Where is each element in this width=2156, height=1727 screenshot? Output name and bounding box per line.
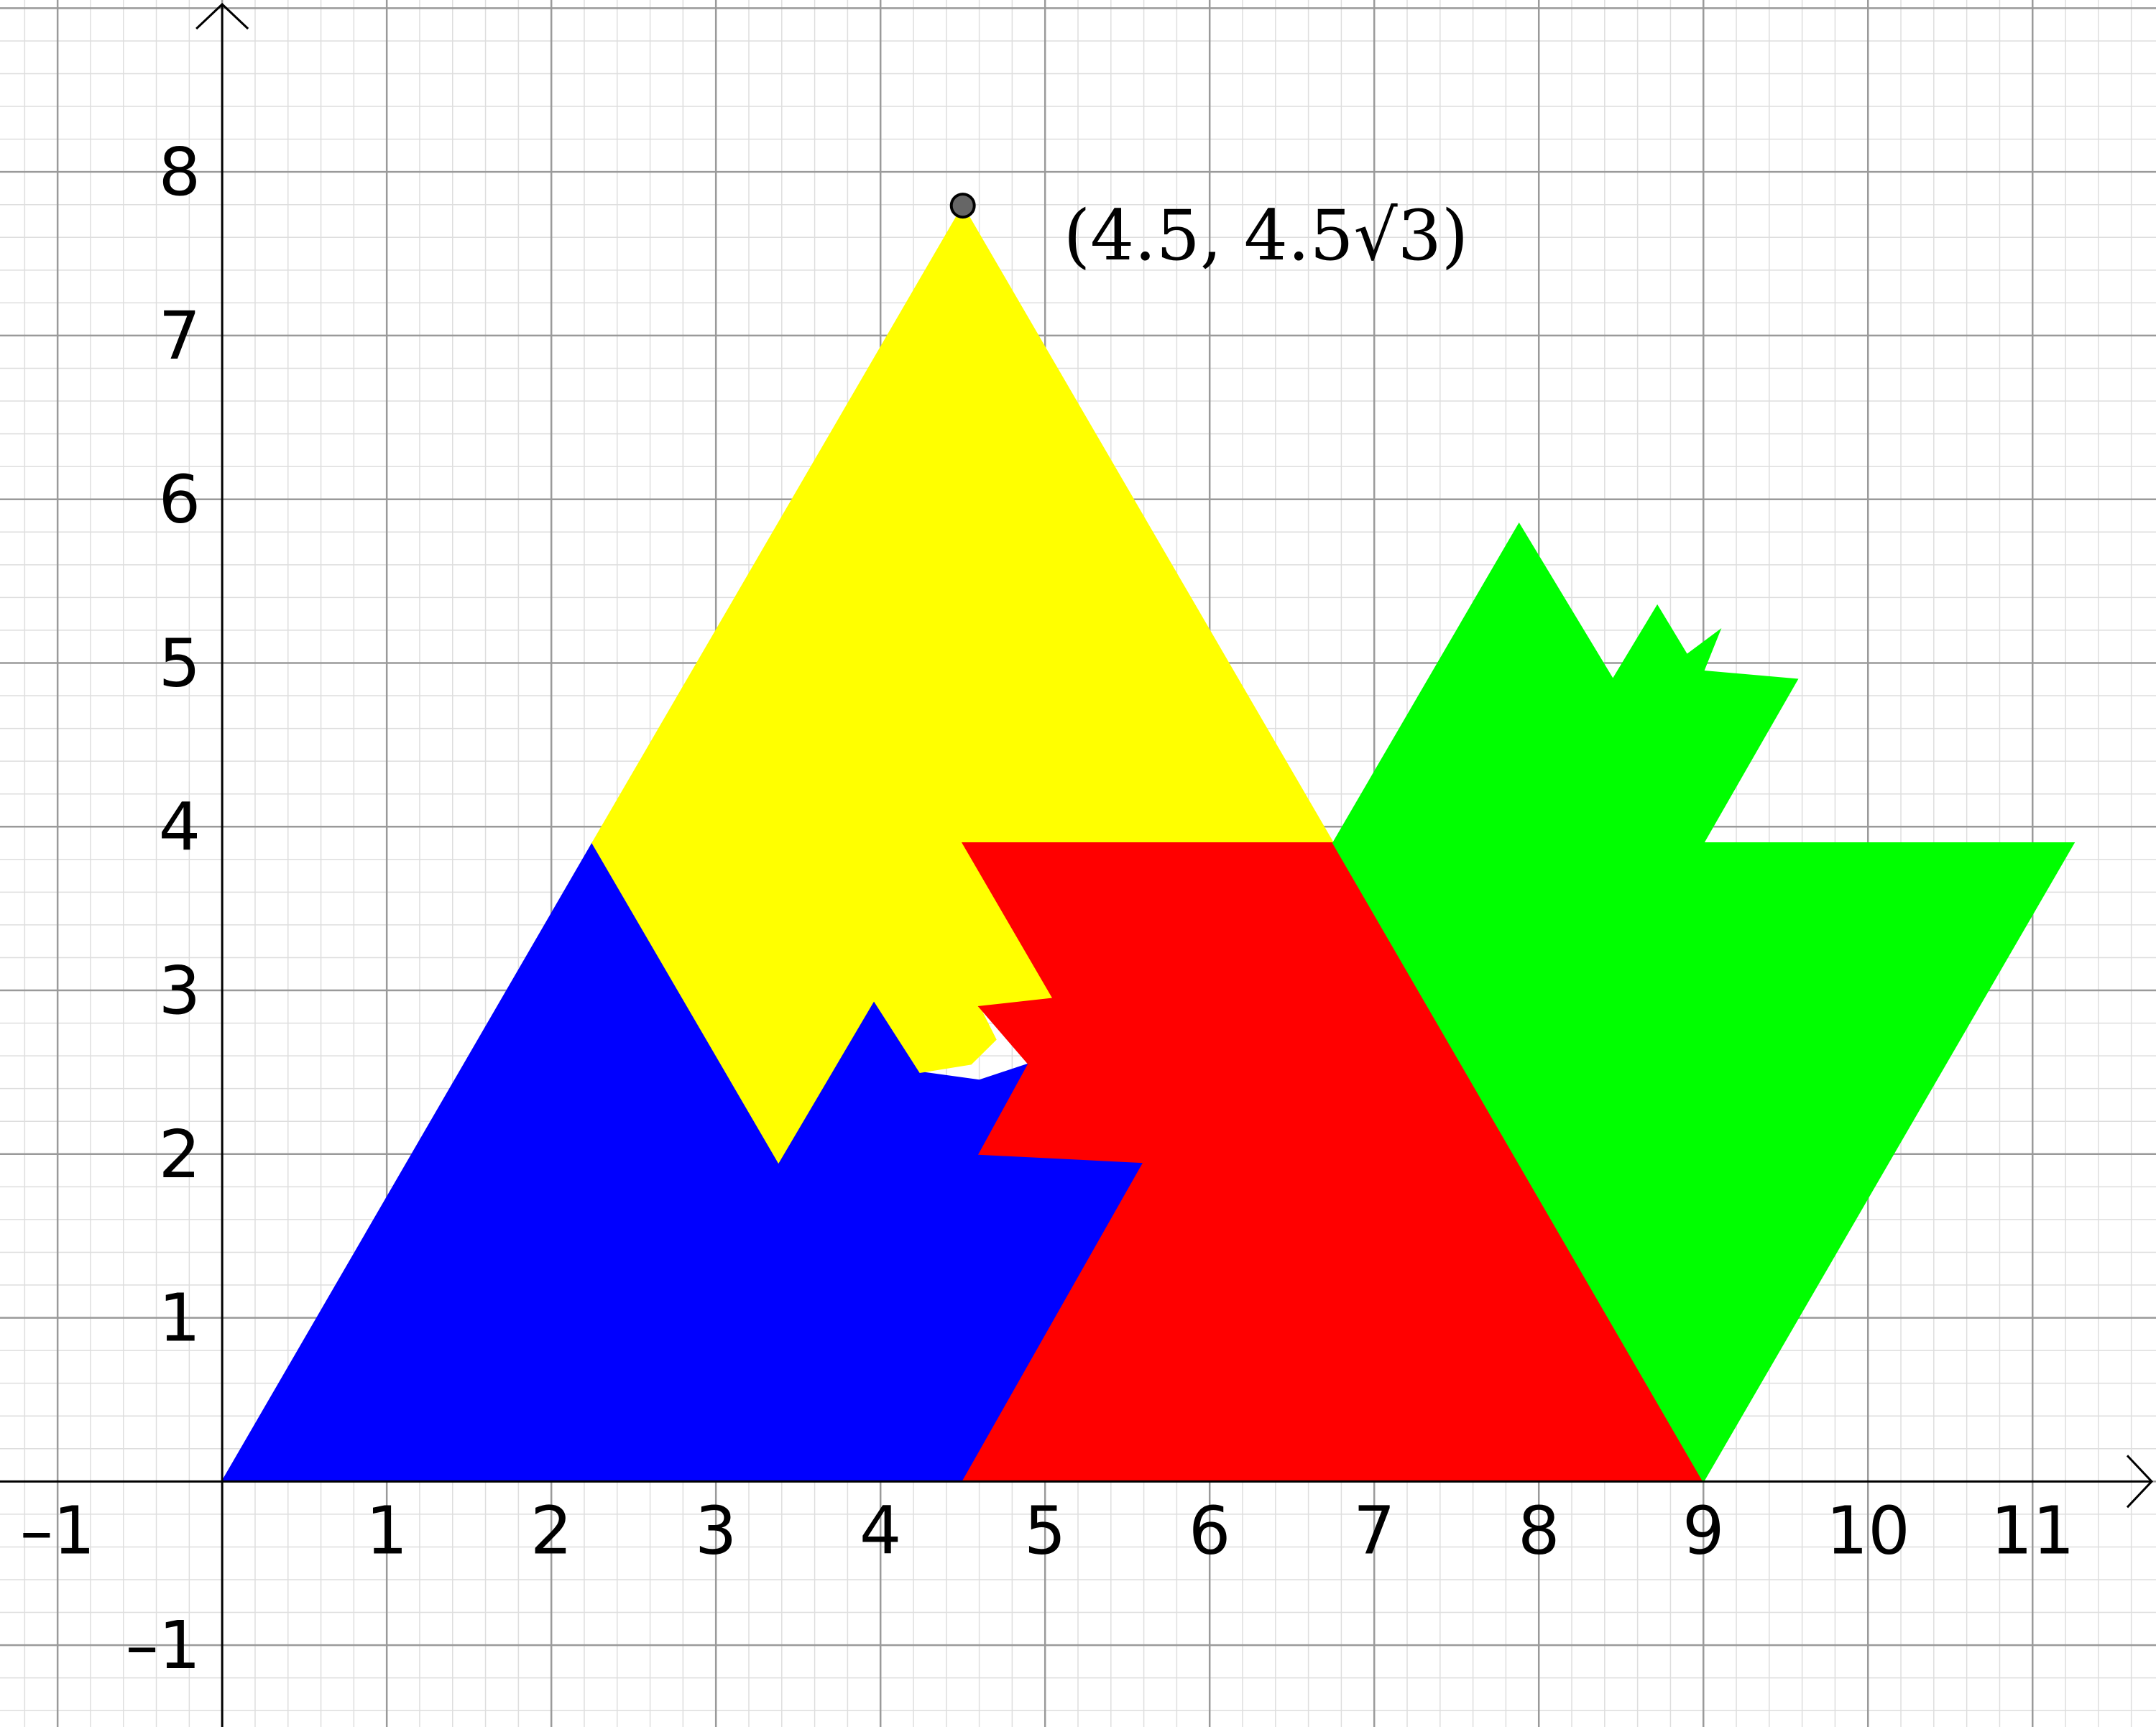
x-tick-label: 10 [1826, 1492, 1910, 1569]
y-tick-label: 3 [159, 952, 201, 1029]
y-tick-label: 5 [159, 625, 201, 701]
colored-regions [221, 205, 2076, 1483]
x-tick-label: 11 [1991, 1492, 2075, 1569]
x-tick-label: 6 [1189, 1492, 1231, 1569]
y-tick-label: 6 [159, 461, 201, 538]
x-tick-label: 1 [366, 1492, 408, 1569]
y-tick-label: –1 [126, 1607, 201, 1684]
y-tick-label: 8 [159, 134, 201, 211]
x-tick-label: 7 [1353, 1492, 1396, 1569]
y-axis-arrow-icon [195, 2, 249, 30]
x-tick-label: 2 [530, 1492, 573, 1569]
green-region [1332, 522, 2076, 1483]
y-tick-label: 4 [159, 788, 201, 865]
x-tick-label: 9 [1682, 1492, 1725, 1569]
vertex-point[interactable] [949, 193, 976, 219]
vertex-point-label: (4.5, 4.5√3) [1064, 195, 1469, 276]
y-tick-label: 1 [159, 1280, 201, 1357]
y-tick-labels: –1 1 2 3 4 5 6 7 8 [126, 134, 201, 1684]
yellow-region [591, 205, 1335, 1164]
x-tick-label: 8 [1518, 1492, 1560, 1569]
x-tick-label: –1 [20, 1492, 96, 1569]
x-axis-arrow-icon [2126, 1455, 2154, 1509]
x-tick-label: 5 [1024, 1492, 1067, 1569]
x-tick-label: 4 [860, 1492, 902, 1569]
x-tick-labels: –1 1 2 3 4 5 6 7 8 9 10 11 [20, 1492, 2075, 1569]
x-tick-label: 3 [695, 1492, 737, 1569]
y-tick-label: 7 [159, 298, 201, 374]
y-tick-label: 2 [159, 1116, 201, 1193]
